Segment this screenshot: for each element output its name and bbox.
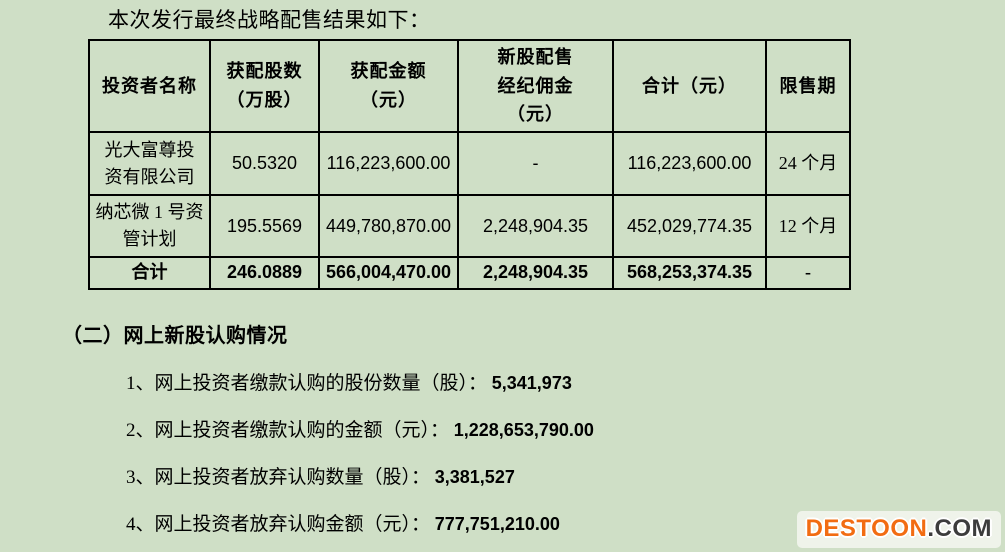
table-row: 纳芯微 1 号资 管计划 195.5569 449,780,870.00 2,2…: [88, 194, 851, 258]
strategic-allocation-table: 投资者名称 获配股数 （万股） 获配金额 （元） 新股配售 经纪佣金 （元） 合…: [88, 39, 851, 290]
item-label: 1、网上投资者缴款认购的股份数量（股）：: [126, 373, 492, 394]
header-investor-name: 投资者名称: [88, 39, 211, 133]
header-allocated-amount: 获配金额 （元）: [318, 39, 459, 133]
cell-brokerage-commission: -: [457, 131, 614, 196]
item-value: 3,381,527: [434, 467, 515, 487]
watermark-suffix: .COM: [927, 515, 992, 542]
intro-text: 本次发行最终战略配售结果如下：: [108, 8, 431, 32]
cell-total: 452,029,774.35: [612, 194, 767, 258]
cell-total-label: 合计: [88, 256, 211, 290]
item-label: 3、网上投资者放弃认购数量（股）：: [126, 467, 435, 488]
online-subscription-list: 1、网上投资者缴款认购的股份数量（股）： 5,341,973 2、网上投资者缴款…: [0, 372, 1005, 536]
destoon-watermark: DESTOON.COM: [796, 511, 1001, 548]
cell-allocated-amount: 449,780,870.00: [318, 194, 459, 258]
section-heading: （二）网上新股认购情况: [62, 325, 288, 347]
list-item: 3、网上投资者放弃认购数量（股）： 3,381,527: [126, 466, 1005, 489]
cell-allocated-shares: 195.5569: [209, 194, 320, 258]
cell-allocated-amount: 116,223,600.00: [318, 131, 459, 196]
item-value: 5,341,973: [491, 373, 572, 393]
table-row: 光大富尊投 资有限公司 50.5320 116,223,600.00 - 116…: [88, 131, 851, 196]
header-total: 合计（元）: [612, 39, 767, 133]
header-allocated-shares: 获配股数 （万股）: [209, 39, 320, 133]
list-item: 2、网上投资者缴款认购的金额（元）： 1,228,653,790.00: [126, 419, 1005, 442]
cell-investor-name: 纳芯微 1 号资 管计划: [88, 194, 211, 258]
item-label: 4、网上投资者放弃认购金额（元）：: [126, 514, 435, 535]
cell-total-shares: 246.0889: [209, 256, 320, 290]
table-total-row: 合计 246.0889 566,004,470.00 2,248,904.35 …: [88, 256, 851, 290]
cell-allocated-shares: 50.5320: [209, 131, 320, 196]
cell-total-amount: 566,004,470.00: [318, 256, 459, 290]
cell-brokerage-commission: 2,248,904.35: [457, 194, 614, 258]
cell-investor-name: 光大富尊投 资有限公司: [88, 131, 211, 196]
cell-total: 116,223,600.00: [612, 131, 767, 196]
table-header-row: 投资者名称 获配股数 （万股） 获配金额 （元） 新股配售 经纪佣金 （元） 合…: [88, 39, 851, 133]
cell-total-commission: 2,248,904.35: [457, 256, 614, 290]
list-item: 4、网上投资者放弃认购金额（元）： 777,751,210.00: [126, 513, 1005, 536]
watermark-brand: DESTOON: [805, 515, 928, 542]
header-lockup-period: 限售期: [765, 39, 851, 133]
cell-total-sum: 568,253,374.35: [612, 256, 767, 290]
item-value: 777,751,210.00: [434, 514, 560, 534]
list-item: 1、网上投资者缴款认购的股份数量（股）： 5,341,973: [126, 372, 1005, 395]
cell-total-lockup: -: [765, 256, 851, 290]
header-brokerage-commission: 新股配售 经纪佣金 （元）: [457, 39, 614, 133]
item-value: 1,228,653,790.00: [453, 420, 594, 440]
cell-lockup-period: 12 个月: [765, 194, 851, 258]
cell-lockup-period: 24 个月: [765, 131, 851, 196]
item-label: 2、网上投资者缴款认购的金额（元）：: [126, 420, 454, 441]
